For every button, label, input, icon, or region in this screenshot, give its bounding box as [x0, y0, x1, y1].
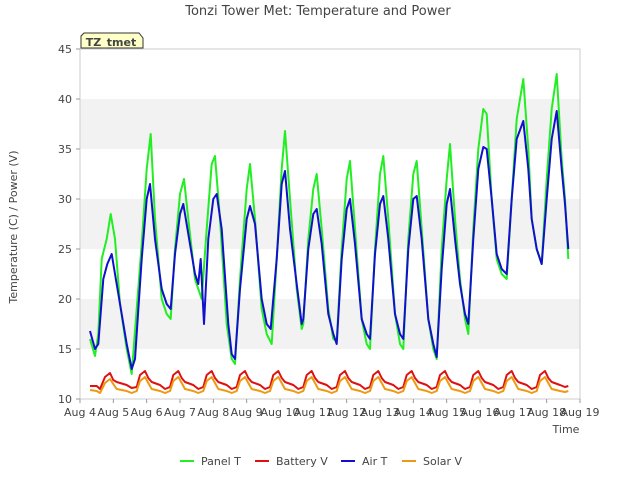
x-tick-label: Aug 9 — [231, 406, 263, 419]
tz-badge: TZ_tmet — [80, 32, 144, 49]
grid-bands — [80, 49, 580, 399]
legend-label: Air T — [362, 455, 388, 468]
x-tick-label: Aug 17 — [494, 406, 533, 419]
plot-area — [79, 48, 581, 400]
x-tick-label: Aug 18 — [527, 406, 566, 419]
series-lines — [89, 73, 570, 394]
x-tick-label: Aug 7 — [164, 406, 196, 419]
x-tick-label: Aug 15 — [427, 406, 466, 419]
grid-band — [80, 49, 580, 99]
x-tick-label: Aug 10 — [261, 406, 300, 419]
x-tick-label: Aug 12 — [327, 406, 366, 419]
chart-title: Tonzi Tower Met: Temperature and Power — [184, 4, 451, 19]
y-tick-label: 30 — [58, 193, 72, 206]
legend-label: Solar V — [423, 455, 463, 468]
x-tick-label: Aug 19 — [561, 406, 600, 419]
legend: Panel T Battery V Air T Solar V — [180, 455, 463, 468]
legend-item-panel-t: Panel T — [180, 455, 241, 468]
y-tick-label: 20 — [58, 293, 72, 306]
y-tick-label: 45 — [58, 43, 72, 56]
legend-label: Battery V — [276, 455, 328, 468]
grid-band — [80, 149, 580, 199]
y-tick-label: 10 — [58, 393, 72, 406]
grid-band — [80, 99, 580, 149]
x-tick-label: Aug 16 — [461, 406, 500, 419]
x-tick-label: Aug 11 — [294, 406, 333, 419]
y-axis: 10 15 20 25 30 35 40 45 — [58, 43, 80, 406]
y-axis-label: Temperature (C) / Power (V) — [7, 150, 20, 304]
series-line-air-t — [89, 110, 570, 370]
y-tick-label: 35 — [58, 143, 72, 156]
legend-item-battery-v: Battery V — [255, 455, 328, 468]
grid-band — [80, 249, 580, 299]
x-tick-label: Aug 4 — [64, 406, 96, 419]
legend-item-solar-v: Solar V — [402, 455, 463, 468]
x-tick-label: Aug 5 — [97, 406, 129, 419]
legend-label: Panel T — [201, 455, 241, 468]
y-tick-label: 25 — [58, 243, 72, 256]
legend-item-air-t: Air T — [341, 455, 388, 468]
series-line-battery-v — [90, 370, 569, 390]
y-tick-label: 40 — [58, 93, 72, 106]
x-tick-label: Aug 6 — [131, 406, 163, 419]
grid-band — [80, 349, 580, 399]
y-tick-label: 15 — [58, 343, 72, 356]
series-line-solar-v — [89, 376, 569, 394]
x-tick-label: Aug 8 — [197, 406, 229, 419]
x-axis-label: Time — [552, 423, 580, 436]
x-tick-label: Aug 13 — [361, 406, 400, 419]
grid-band — [80, 199, 580, 249]
tz-badge-label: TZ_tmet — [86, 36, 136, 49]
x-tick-label: Aug 14 — [394, 406, 433, 419]
